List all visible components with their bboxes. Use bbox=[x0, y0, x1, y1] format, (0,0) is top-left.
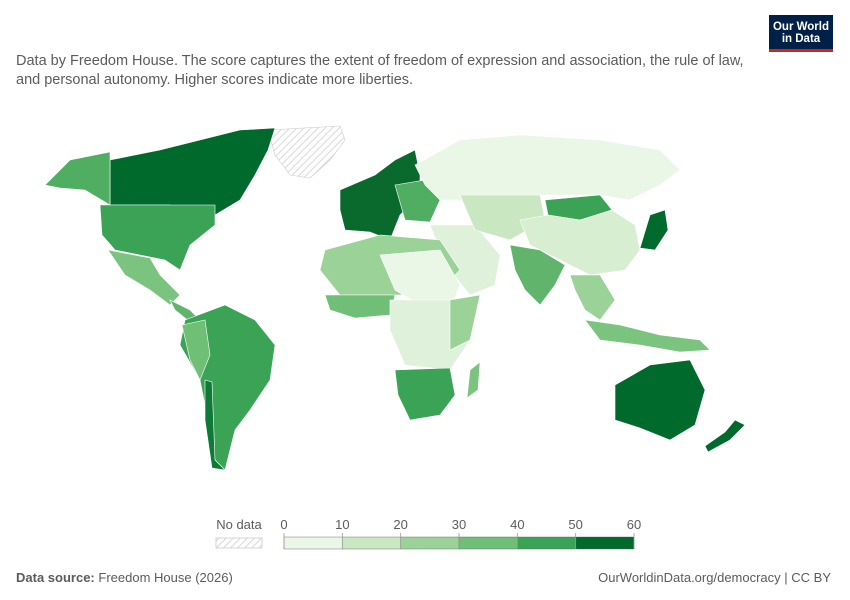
legend-tick-label: 0 bbox=[280, 517, 287, 532]
legend-tick-label: 30 bbox=[452, 517, 466, 532]
japan bbox=[639, 209, 669, 251]
legend-bin bbox=[283, 536, 343, 550]
eastern-europe bbox=[394, 179, 441, 223]
legend-bin bbox=[458, 536, 518, 550]
west-africa bbox=[324, 294, 396, 319]
legend-bin bbox=[517, 536, 576, 550]
legend-tick-label: 50 bbox=[568, 517, 582, 532]
source-label: Data source: bbox=[16, 570, 95, 585]
india bbox=[509, 244, 566, 306]
license[interactable]: OurWorldinData.org/democracy | CC BY bbox=[598, 570, 831, 585]
east-africa bbox=[449, 294, 481, 351]
russia bbox=[414, 134, 681, 201]
source-text: Freedom House (2026) bbox=[98, 570, 233, 585]
southeast-asia bbox=[569, 274, 616, 321]
chile bbox=[204, 379, 226, 471]
greenland bbox=[267, 125, 346, 179]
logo-line: Our World bbox=[772, 21, 829, 33]
source: Data source: Freedom House (2026) bbox=[16, 570, 233, 585]
canada bbox=[109, 127, 276, 216]
legend-bin bbox=[400, 536, 460, 550]
china bbox=[519, 209, 641, 276]
alaska bbox=[44, 151, 111, 206]
new-zealand bbox=[704, 419, 746, 453]
mexico bbox=[107, 249, 181, 306]
legend-bin bbox=[575, 536, 635, 550]
australia bbox=[614, 359, 706, 441]
legend-tick-label: 20 bbox=[393, 517, 407, 532]
usa bbox=[99, 204, 216, 271]
no-data-label: No data bbox=[216, 517, 262, 532]
andes bbox=[181, 319, 211, 381]
countries bbox=[44, 125, 746, 471]
logo[interactable]: Our World in Data bbox=[769, 15, 833, 52]
indonesia bbox=[584, 319, 711, 353]
legend-tick-label: 60 bbox=[627, 517, 641, 532]
legend-tick-label: 10 bbox=[335, 517, 349, 532]
madagascar bbox=[466, 361, 481, 399]
legend-bin bbox=[342, 536, 401, 550]
southern-africa bbox=[394, 367, 456, 421]
legend: 0 10 20 30 40 50 60 bbox=[280, 517, 641, 550]
logo-line: in Data bbox=[781, 33, 821, 45]
legend-tick-label: 40 bbox=[510, 517, 524, 532]
subtitle: Data by Freedom House. The score capture… bbox=[16, 53, 744, 88]
no-data-swatch bbox=[215, 537, 263, 549]
